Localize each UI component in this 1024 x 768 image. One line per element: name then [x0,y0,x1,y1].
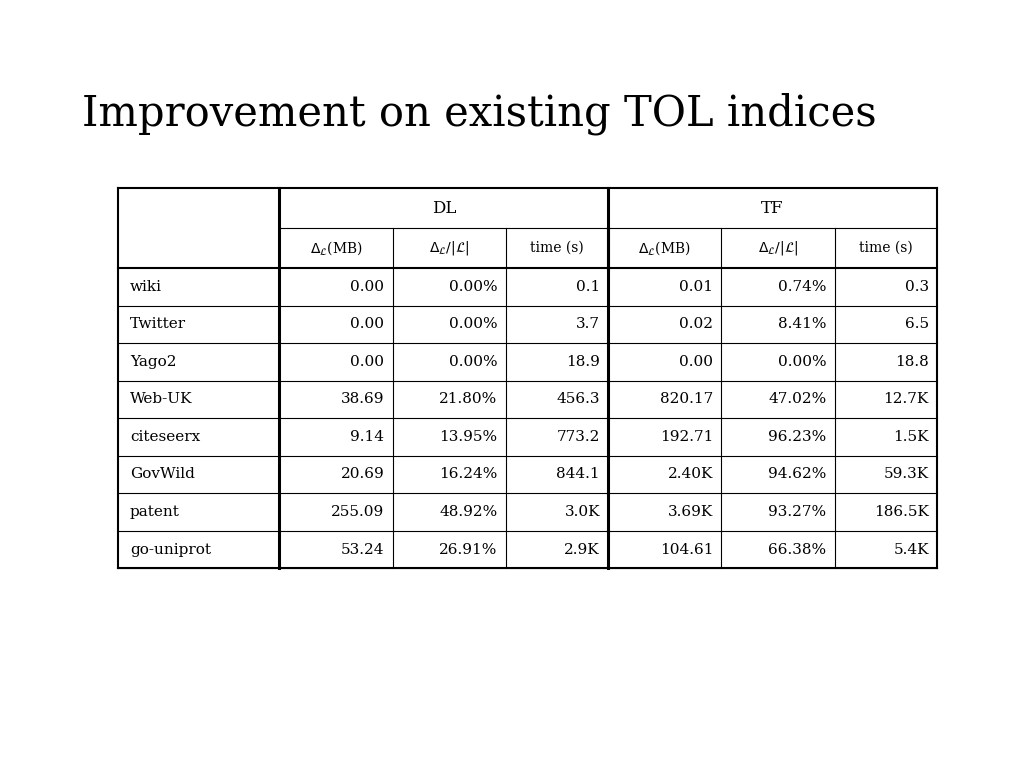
Text: $\Delta_\mathcal{L}/|\mathcal{L}|$: $\Delta_\mathcal{L}/|\mathcal{L}|$ [758,239,799,257]
Text: Yago2: Yago2 [130,355,176,369]
Text: 2.40K: 2.40K [668,468,713,482]
Text: 0.02: 0.02 [679,317,713,331]
Text: 18.9: 18.9 [566,355,600,369]
Text: wiki: wiki [130,280,162,294]
Text: 20.69: 20.69 [341,468,384,482]
Text: 0.01: 0.01 [679,280,713,294]
Text: 48.92%: 48.92% [439,505,498,519]
Text: 0.1: 0.1 [575,280,600,294]
Text: 104.61: 104.61 [659,542,713,557]
Text: Twitter: Twitter [130,317,186,331]
Text: GovWild: GovWild [130,468,195,482]
Text: 3.0K: 3.0K [564,505,600,519]
Text: 2.9K: 2.9K [564,542,600,557]
Text: $\Delta_\mathcal{L}$(MB): $\Delta_\mathcal{L}$(MB) [638,239,691,257]
Text: $\Delta_\mathcal{L}$(MB): $\Delta_\mathcal{L}$(MB) [309,239,362,257]
Text: go-uniprot: go-uniprot [130,542,211,557]
Text: 26.91%: 26.91% [439,542,498,557]
Text: 8.41%: 8.41% [778,317,826,331]
Text: 93.27%: 93.27% [768,505,826,519]
Text: 820.17: 820.17 [659,392,713,406]
Text: DL: DL [432,200,456,217]
Text: 3.7: 3.7 [577,317,600,331]
Text: time (s): time (s) [859,241,912,255]
Text: 3.69K: 3.69K [668,505,713,519]
Text: 456.3: 456.3 [556,392,600,406]
Text: 53.24: 53.24 [341,542,384,557]
Text: 59.3K: 59.3K [884,468,929,482]
Text: 13.95%: 13.95% [439,430,498,444]
Text: 47.02%: 47.02% [768,392,826,406]
Text: 0.00: 0.00 [350,280,384,294]
Text: Improvement on existing TOL indices: Improvement on existing TOL indices [82,92,877,134]
Text: 255.09: 255.09 [331,505,384,519]
Text: 5.4K: 5.4K [893,542,929,557]
Text: 1.5K: 1.5K [893,430,929,444]
Text: 18.8: 18.8 [895,355,929,369]
Text: 0.00%: 0.00% [449,317,498,331]
Text: 773.2: 773.2 [557,430,600,444]
Text: Web-UK: Web-UK [130,392,193,406]
Text: 21.80%: 21.80% [439,392,498,406]
Text: 12.7K: 12.7K [884,392,929,406]
Text: time (s): time (s) [530,241,584,255]
Text: 9.14: 9.14 [350,430,384,444]
Text: 0.00%: 0.00% [778,355,826,369]
Text: $\Delta_\mathcal{L}/|\mathcal{L}|$: $\Delta_\mathcal{L}/|\mathcal{L}|$ [429,239,470,257]
Text: 38.69: 38.69 [341,392,384,406]
Text: 0.3: 0.3 [904,280,929,294]
Text: 0.00%: 0.00% [449,355,498,369]
Text: 192.71: 192.71 [659,430,713,444]
Text: 0.00: 0.00 [679,355,713,369]
Text: 0.00: 0.00 [350,317,384,331]
Text: 186.5K: 186.5K [873,505,929,519]
Text: 6.5: 6.5 [904,317,929,331]
Text: 0.00: 0.00 [350,355,384,369]
Text: 0.00%: 0.00% [449,280,498,294]
Text: citeseerx: citeseerx [130,430,201,444]
Text: TF: TF [761,200,784,217]
Text: 16.24%: 16.24% [439,468,498,482]
Text: 844.1: 844.1 [556,468,600,482]
Text: patent: patent [130,505,180,519]
Text: 66.38%: 66.38% [768,542,826,557]
Text: 94.62%: 94.62% [768,468,826,482]
Text: 0.74%: 0.74% [778,280,826,294]
Text: 96.23%: 96.23% [768,430,826,444]
